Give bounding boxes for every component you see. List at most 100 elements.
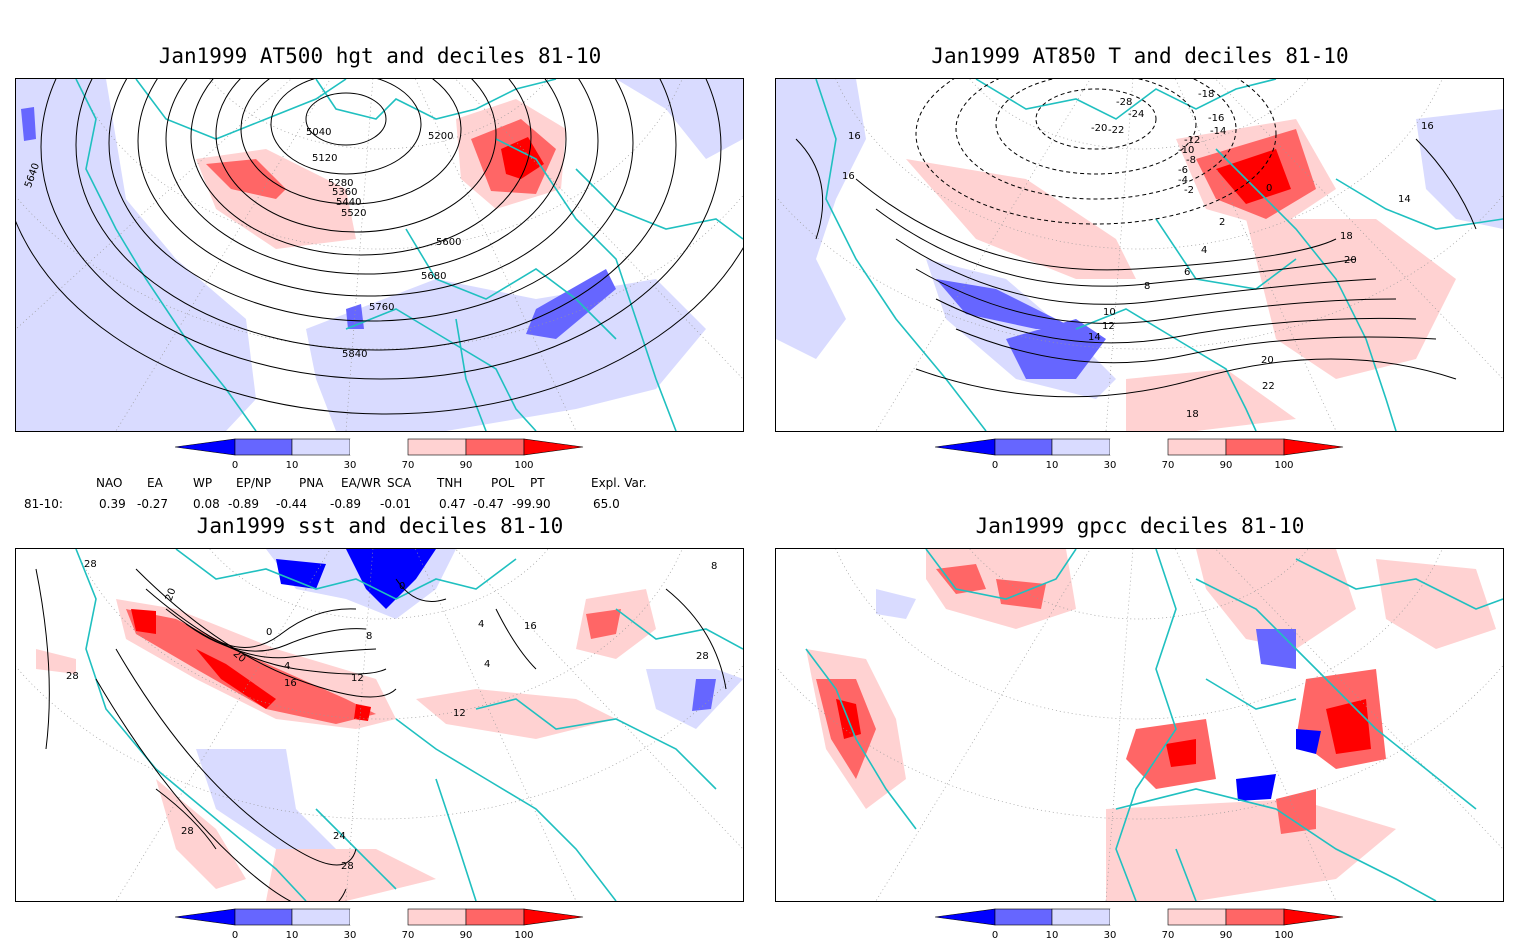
- index-header: EA/WR: [341, 476, 382, 490]
- contour-label: 28: [341, 861, 354, 872]
- contour-label: 14: [1398, 194, 1411, 205]
- index-header: WP: [193, 476, 213, 490]
- contour-label: -2: [1184, 185, 1194, 196]
- colorbar-hgt500: 0 10 30 70 90 100: [174, 438, 585, 478]
- decile-shading: [36, 549, 743, 901]
- index-header: EA: [147, 476, 163, 490]
- contour-label: 18: [1340, 231, 1353, 242]
- colorbar-tick: 10: [286, 460, 299, 471]
- colorbar-tick: 100: [514, 460, 533, 471]
- index-value: 65.0: [593, 497, 620, 511]
- contour-label: 12: [351, 673, 364, 684]
- colorbar-tick: 70: [402, 460, 415, 471]
- contour-label: 4: [1201, 245, 1207, 256]
- contour-label: -4: [1178, 175, 1188, 186]
- contour-label: 8: [711, 561, 717, 572]
- contour-label: 18: [1186, 409, 1199, 420]
- contour-label: 28: [84, 559, 97, 570]
- colorbar-tick: 30: [1104, 460, 1117, 471]
- colorbar-tick: 90: [1220, 930, 1233, 940]
- contour-label: 10: [1103, 307, 1116, 318]
- graticule: [776, 549, 1503, 901]
- sst-contours: [35, 568, 727, 901]
- contour-label: 16: [524, 621, 537, 632]
- index-header: EP/NP: [236, 476, 272, 490]
- colorbar-tick: 10: [1046, 930, 1059, 940]
- index-value: -0.89: [330, 497, 362, 511]
- decile-shading: [806, 549, 1496, 901]
- map-panel-t850: -28 -24 -22 -20 -18 -16 -14 -12 -10 -8 -…: [775, 78, 1504, 432]
- contour-labels: -28 -24 -22 -20 -18 -16 -14 -12 -10 -8 -…: [842, 89, 1434, 420]
- colorbar-tick: 70: [402, 930, 415, 940]
- colorbar-tick: 10: [286, 930, 299, 940]
- contour-label: 28: [181, 826, 194, 837]
- colorbar-tick: 70: [1162, 460, 1175, 471]
- contour-label: 12: [1102, 321, 1115, 332]
- coastlines: [75, 79, 743, 431]
- colorbar-tick: 30: [344, 930, 357, 940]
- map-panel-hgt500: 5040 5120 5200 5280 5360 5440 5520 5600 …: [15, 78, 744, 432]
- index-header: SCA: [387, 476, 412, 490]
- contour-label: 4: [284, 661, 290, 672]
- teleconnection-indices-table: NAO EA WP EP/NP PNA EA/WR SCA TNH POL PT…: [0, 474, 740, 514]
- contour-label: -10: [1178, 145, 1194, 156]
- colorbar-tick: 30: [344, 460, 357, 471]
- colorbar-tick: 90: [460, 460, 473, 471]
- colorbar-tick: 100: [1274, 930, 1293, 940]
- contour-label: 16: [842, 171, 855, 182]
- contour-label: -20: [1091, 123, 1107, 134]
- contour-labels: 28 20 28 0 4 8 12 16 20 24 28 0 4 12 16 …: [66, 559, 717, 872]
- contour-label: 5040: [306, 127, 331, 138]
- contour-label: 14: [1088, 332, 1101, 343]
- colorbar-tick: 100: [514, 930, 533, 940]
- index-header: PT: [530, 476, 545, 490]
- contour-label: -16: [1208, 113, 1224, 124]
- contour-label: -24: [1128, 109, 1144, 120]
- contour-label: 20: [1344, 255, 1357, 266]
- colorbar-tick: 0: [992, 930, 998, 940]
- contour-label: -6: [1178, 165, 1188, 176]
- index-value: -0.27: [137, 497, 169, 511]
- colorbar-t850: 0 10 30 70 90 100: [934, 438, 1345, 478]
- index-header: NAO: [96, 476, 123, 490]
- index-value: -99.90: [512, 497, 551, 511]
- index-value: -0.47: [473, 497, 505, 511]
- contour-label: 5120: [312, 153, 337, 164]
- decile-shading: [776, 79, 1503, 431]
- index-header: POL: [491, 476, 515, 490]
- colorbar-tick: 90: [460, 930, 473, 940]
- contour-label: 5760: [369, 302, 394, 313]
- contour-label: 8: [366, 631, 372, 642]
- contour-label: 16: [284, 678, 297, 689]
- colorbar-tick: 10: [1046, 460, 1059, 471]
- coastlines: [75, 549, 743, 901]
- index-header: TNH: [437, 476, 463, 490]
- contour-label: 2: [1219, 217, 1225, 228]
- colorbar-tick: 0: [232, 930, 238, 940]
- contour-label: 16: [1421, 121, 1434, 132]
- graticule: [16, 79, 743, 431]
- colorbar-gpcc: 0 10 30 70 90 100: [934, 908, 1345, 941]
- colorbar-tick: 70: [1162, 930, 1175, 940]
- index-value: -0.44: [276, 497, 308, 511]
- contour-label: 0: [399, 581, 405, 592]
- colorbar-tick: 100: [1274, 460, 1293, 471]
- contour-label: 0: [1266, 183, 1272, 194]
- contour-label: 5840: [342, 349, 367, 360]
- contour-label: 8: [1144, 281, 1150, 292]
- index-value: -0.01: [380, 497, 412, 511]
- contour-label: 6: [1184, 267, 1190, 278]
- contour-label: 22: [1262, 381, 1275, 392]
- contour-labels: 5040 5120 5200 5280 5360 5440 5520 5600 …: [23, 127, 461, 360]
- panel-title-sst: Jan1999 sst and deciles 81-10: [196, 514, 564, 538]
- colorbar-tick: 0: [232, 460, 238, 471]
- graticule: [776, 79, 1503, 431]
- height-contours: [16, 79, 743, 415]
- contour-label: 28: [66, 671, 79, 682]
- contour-label: 12: [453, 708, 466, 719]
- contour-label: 5280: [328, 178, 353, 189]
- panel-title-t850: Jan1999 AT850 T and deciles 81-10: [931, 44, 1349, 68]
- colorbar-tick: 30: [1104, 930, 1117, 940]
- contour-label: 5440: [336, 197, 361, 208]
- panel-title-hgt500: Jan1999 AT500 hgt and deciles 81-10: [158, 44, 602, 68]
